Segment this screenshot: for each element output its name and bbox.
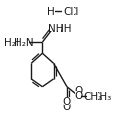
Bar [64,97,70,105]
Bar [48,8,55,16]
Text: CH₃: CH₃ [83,91,102,101]
Text: NH: NH [48,23,64,33]
Text: NH: NH [56,23,71,33]
Bar [87,92,98,100]
Bar [75,91,81,99]
Text: O: O [63,96,71,106]
Text: H: H [48,7,55,17]
Text: O: O [74,85,82,95]
Text: H₂N: H₂N [4,38,23,48]
Text: CH₃: CH₃ [93,91,112,101]
Bar [62,8,74,16]
Bar [18,39,29,47]
Bar [50,25,61,32]
Text: H: H [48,7,55,17]
Text: O: O [74,90,82,100]
Text: H₂N: H₂N [14,38,33,48]
Text: O: O [63,101,71,111]
Text: Cl: Cl [63,7,73,17]
Text: Cl: Cl [68,7,78,17]
